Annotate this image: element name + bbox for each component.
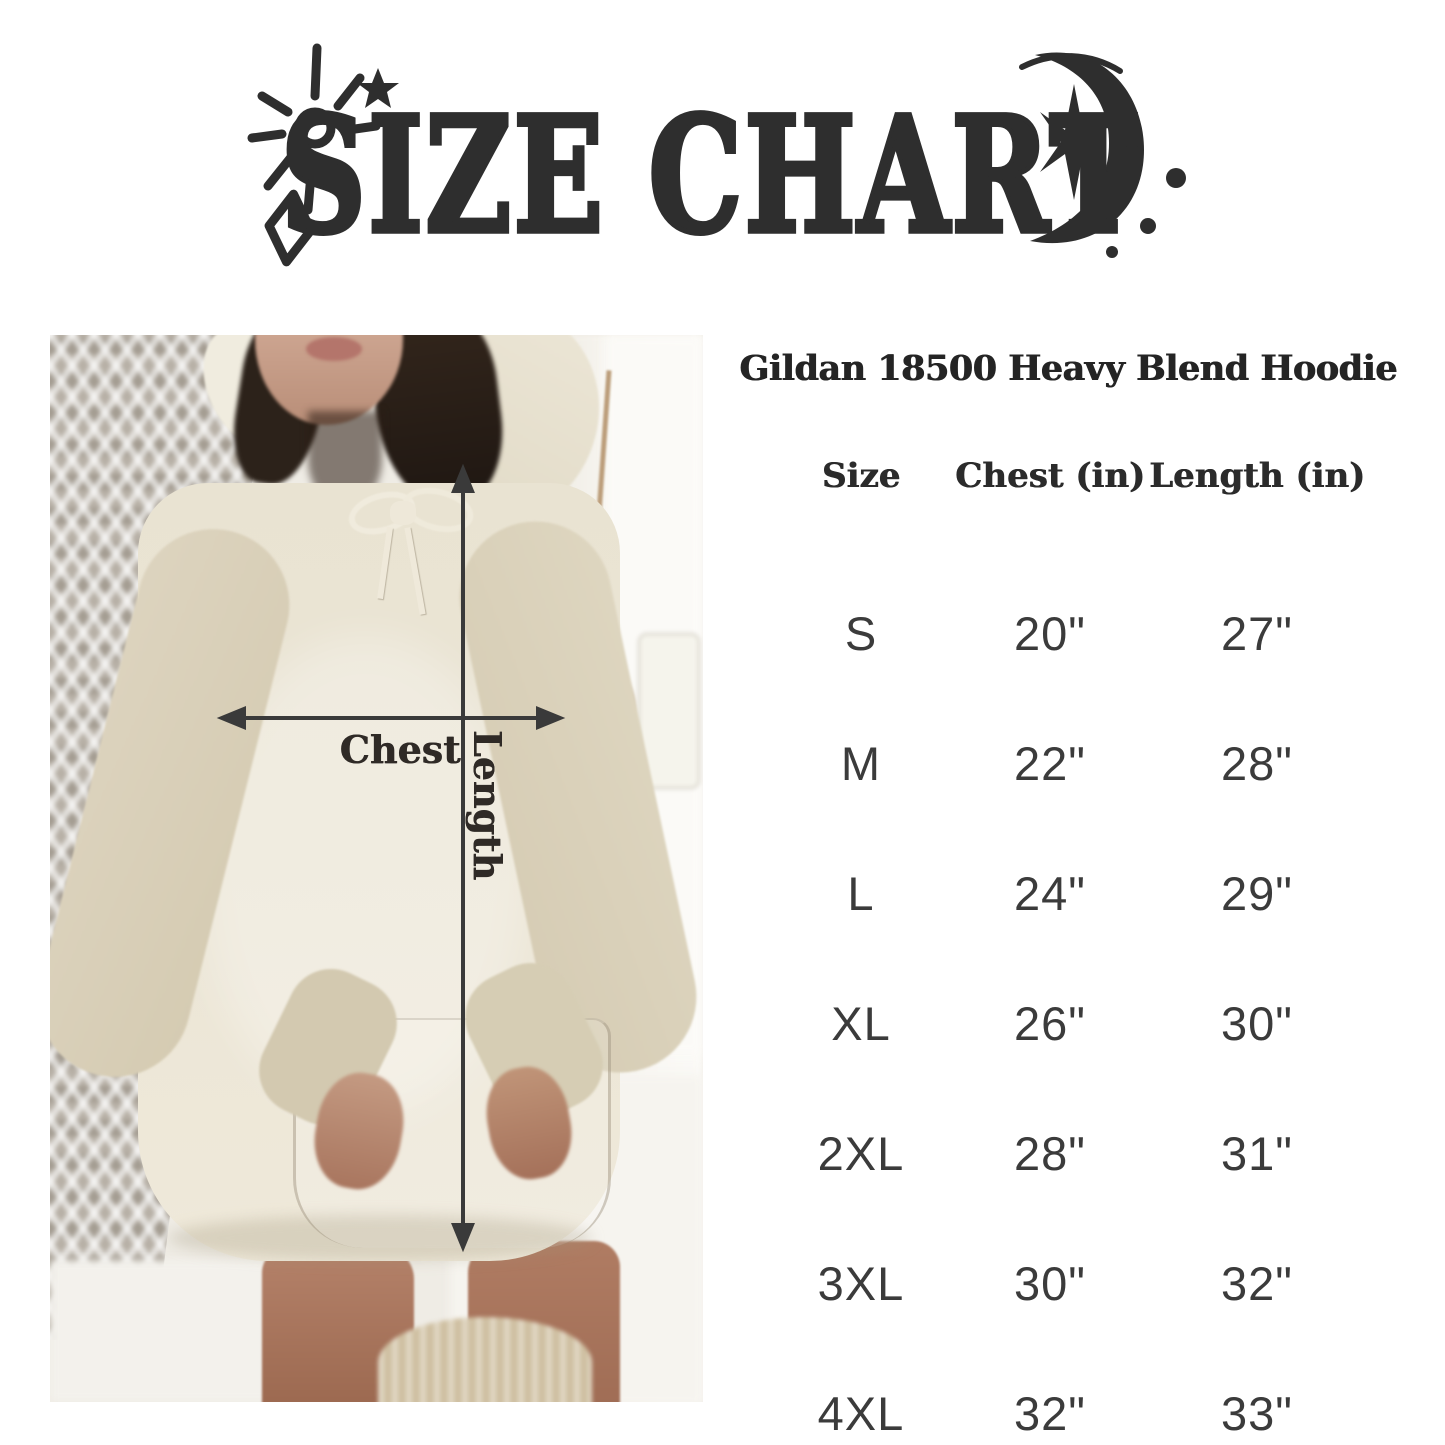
- length-cell: 28": [1221, 736, 1293, 790]
- diamond-icon: [264, 189, 316, 267]
- chest-cell: 22": [1014, 736, 1086, 790]
- column-header-chest: Chest (in): [955, 456, 1145, 496]
- moon-icon: [1019, 52, 1144, 244]
- length-cell: 27": [1221, 606, 1293, 660]
- size-table-section: Gildan 18500 Heavy Blend Hoodie Size Che…: [739, 340, 1397, 1440]
- sparkle-star-icon: [1040, 84, 1108, 200]
- size-cell: S: [844, 606, 878, 660]
- star-icon: [357, 68, 399, 108]
- chest-cell: 28": [1014, 1126, 1086, 1180]
- header: SIZE CHART: [0, 0, 1445, 330]
- size-cell: M: [840, 736, 882, 790]
- chest-measure-label: Chest: [339, 727, 461, 772]
- header-gap: [768, 504, 1368, 568]
- size-cell: XL: [831, 996, 891, 1050]
- hem-shadow: [168, 1215, 592, 1261]
- drawstring-knot: [390, 501, 416, 525]
- size-cell: 3XL: [817, 1256, 905, 1310]
- chest-cell: 26": [1014, 996, 1086, 1050]
- floor: [50, 1260, 300, 1402]
- chest-cell: 32": [1014, 1386, 1086, 1440]
- length-cell: 33": [1221, 1386, 1293, 1440]
- length-measure-label: Length: [465, 729, 510, 881]
- length-cell: 29": [1221, 866, 1293, 920]
- column-header-length: Length (in): [1148, 456, 1366, 496]
- header-decorations: [247, 43, 1186, 267]
- sparkle-burst-icon: [247, 43, 381, 215]
- length-cell: 30": [1221, 996, 1293, 1050]
- model-lips: [306, 337, 362, 361]
- chest-arrow: [216, 706, 566, 730]
- length-cell: 32": [1221, 1256, 1293, 1310]
- page-title: SIZE CHART: [279, 81, 1140, 269]
- size-cell: L: [847, 866, 875, 920]
- chest-cell: 20": [1014, 606, 1086, 660]
- size-table: Size Chest (in) Length (in) S 20" 27" M …: [768, 448, 1368, 1445]
- size-cell: 2XL: [817, 1126, 905, 1180]
- product-name: Gildan 18500 Heavy Blend Hoodie: [739, 348, 1397, 389]
- length-cell: 31": [1221, 1126, 1293, 1180]
- chest-cell: 24": [1014, 866, 1086, 920]
- moon-dots-icon: [1106, 168, 1186, 258]
- chest-cell: 30": [1014, 1256, 1086, 1310]
- rug: [378, 1317, 592, 1402]
- product-photo: Chest Length: [50, 335, 703, 1402]
- size-cell: 4XL: [817, 1386, 905, 1440]
- length-arrow: [451, 463, 475, 1253]
- measurement-arrows: [216, 463, 566, 1253]
- column-header-size: Size: [821, 456, 901, 496]
